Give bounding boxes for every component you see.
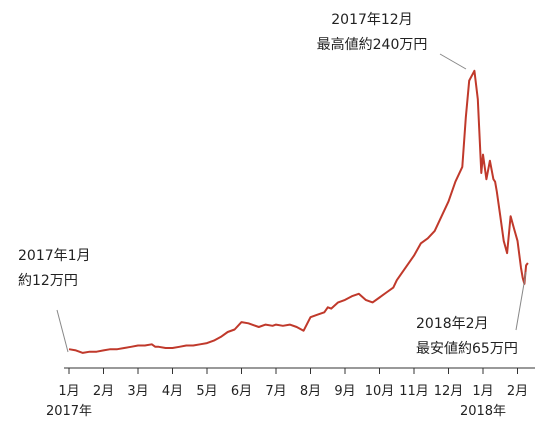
- annotation-leader: [515, 271, 527, 331]
- annotation-leader: [56, 309, 69, 353]
- x-tick-label: 4月: [162, 384, 183, 399]
- x-tick-label: 1月: [472, 384, 493, 399]
- annotation-leader: [439, 53, 467, 70]
- x-tick-label: 8月: [300, 384, 321, 399]
- annotation-text: 約12万円: [18, 273, 78, 289]
- year-label: 2017年: [46, 404, 92, 419]
- annotation-text: 2017年1月: [18, 248, 91, 264]
- x-tick-label: 2月: [93, 384, 114, 399]
- x-tick-label: 11月: [399, 384, 429, 399]
- x-tick-label: 2月: [507, 384, 528, 399]
- year-label: 2018年: [460, 404, 506, 419]
- x-tick-label: 12月: [434, 384, 464, 399]
- price-line: [68, 69, 529, 354]
- x-tick-label: 7月: [265, 384, 286, 399]
- x-tick-label: 9月: [334, 384, 355, 399]
- x-tick-label: 5月: [196, 384, 217, 399]
- annotation-text: 2017年12月: [331, 12, 412, 28]
- annotation-text: 最安値約65万円: [416, 341, 518, 357]
- x-tick-label: 3月: [127, 384, 148, 399]
- annotation-text: 最高値約240万円: [317, 36, 428, 53]
- annotation-text: 2018年2月: [416, 316, 489, 332]
- x-tick-label: 10月: [365, 384, 395, 399]
- x-tick-label: 1月: [58, 384, 79, 399]
- x-tick-label: 6月: [231, 384, 252, 399]
